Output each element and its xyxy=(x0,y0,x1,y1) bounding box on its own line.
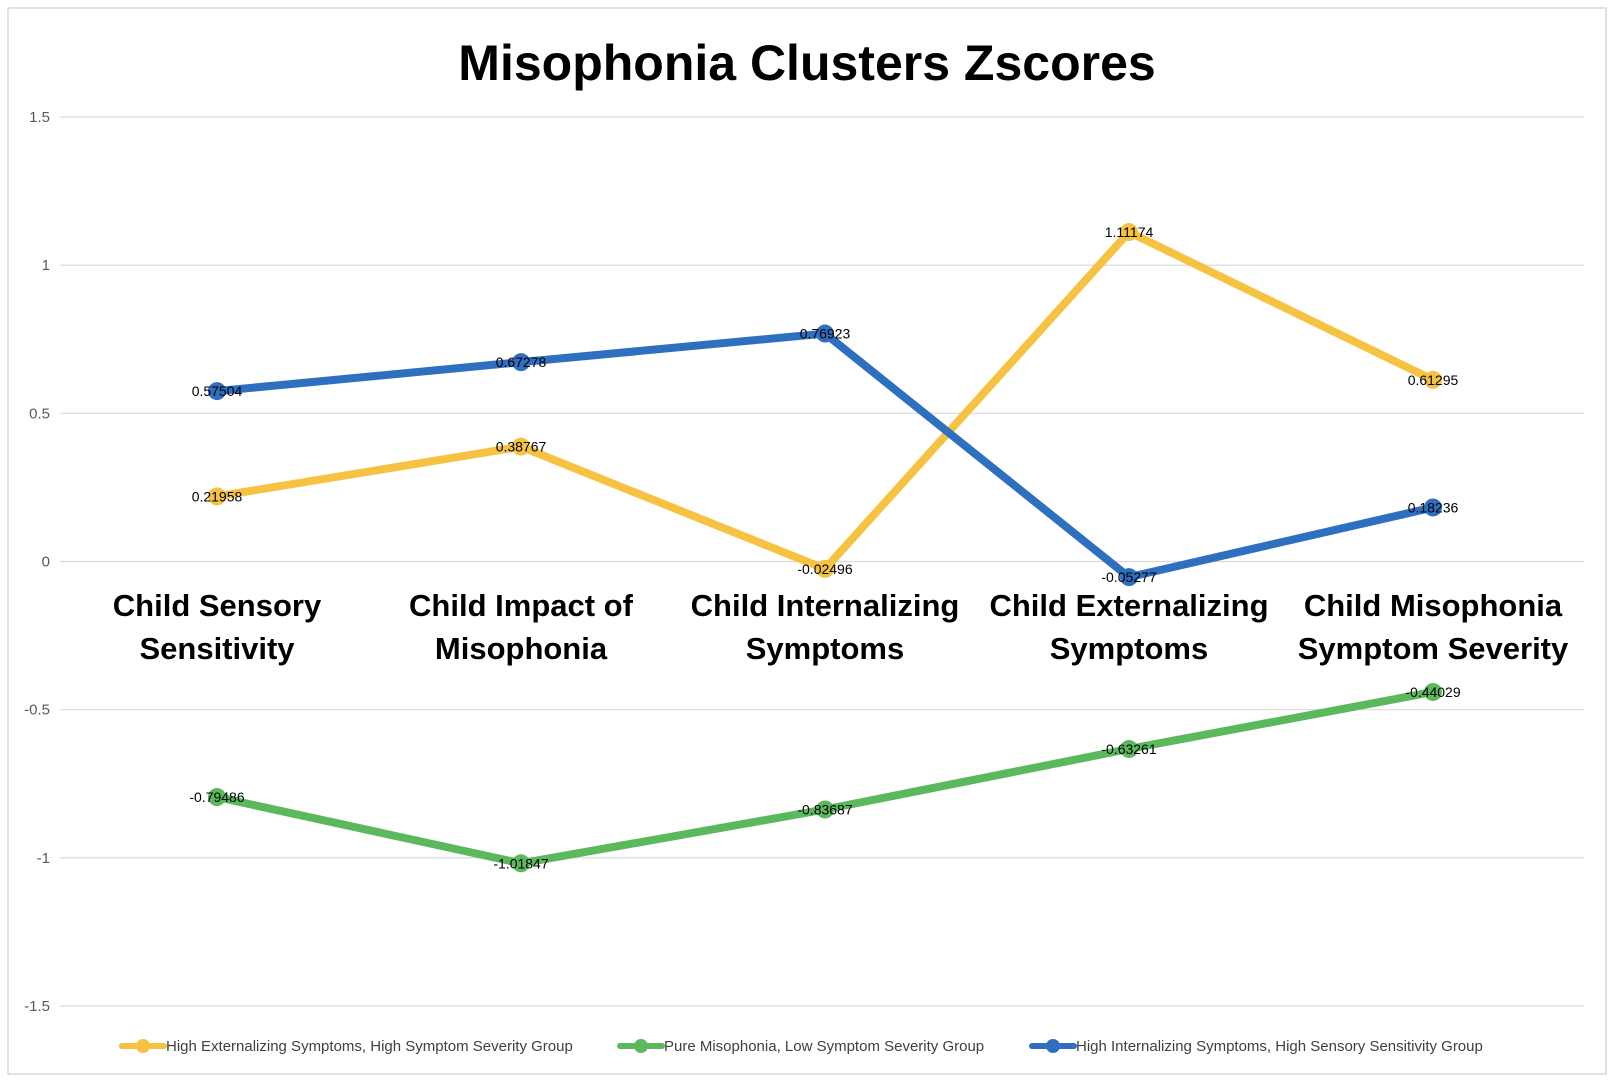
category-label: Child Impact of xyxy=(409,588,634,623)
legend-entry: High Internalizing Symptoms, High Sensor… xyxy=(1076,1038,1483,1055)
data-label: 0.61295 xyxy=(1408,372,1459,388)
data-label: 0.67278 xyxy=(496,354,547,370)
data-label: 0.76923 xyxy=(800,326,851,342)
data-label: 0.38767 xyxy=(496,439,547,455)
category-label: Child Internalizing xyxy=(691,588,960,623)
series-lines xyxy=(208,223,1442,873)
data-point xyxy=(1120,568,1138,587)
data-point xyxy=(1424,682,1442,701)
chart-title: Misophonia Clusters Zscores xyxy=(458,35,1155,91)
data-point xyxy=(512,437,530,456)
legend: High Externalizing Symptoms, High Sympto… xyxy=(119,1038,1483,1055)
y-tick-label: 0 xyxy=(42,554,50,571)
y-tick-label: 1 xyxy=(42,257,50,274)
data-label: -0.79486 xyxy=(189,789,244,805)
legend-entry: Pure Misophonia, Low Symptom Severity Gr… xyxy=(664,1038,984,1055)
data-labels: 0.21958 0.38767 -0.02496 1.11174 0.61295 -0.7… xyxy=(189,224,1460,871)
data-point xyxy=(512,353,530,372)
category-label: Symptom Severity xyxy=(1298,631,1569,666)
chart-border xyxy=(7,7,1607,1075)
data-point xyxy=(208,788,226,807)
data-label: -0.02496 xyxy=(797,561,852,577)
data-point xyxy=(208,382,226,401)
data-label: -0.63261 xyxy=(1101,741,1156,757)
legend-swatch-marker xyxy=(1046,1039,1060,1053)
data-label: 0.18236 xyxy=(1408,499,1459,515)
data-label: -0.05277 xyxy=(1101,569,1156,585)
data-point xyxy=(208,487,226,506)
data-label: -1.01847 xyxy=(493,855,548,871)
data-point xyxy=(816,559,834,578)
data-point xyxy=(816,324,834,343)
category-label: Symptoms xyxy=(746,631,904,666)
y-tick-label: 1.5 xyxy=(29,109,50,126)
legend-entry: High Externalizing Symptoms, High Sympto… xyxy=(166,1038,573,1055)
category-label: Child Misophonia xyxy=(1304,588,1563,623)
data-label: -0.83687 xyxy=(797,801,852,817)
data-label: 0.57504 xyxy=(192,383,243,399)
gridlines xyxy=(60,116,1584,1007)
y-tick-label: -1 xyxy=(37,850,50,867)
y-tick-label: -0.5 xyxy=(24,702,50,719)
data-point xyxy=(1424,498,1442,517)
category-label: Symptoms xyxy=(1050,631,1208,666)
category-label: Child Sensory xyxy=(113,588,322,623)
data-label: 1.11174 xyxy=(1105,224,1154,240)
legend-swatch-marker xyxy=(136,1039,150,1053)
y-tick-label: 0.5 xyxy=(29,405,50,422)
data-label: -0.44029 xyxy=(1405,684,1460,700)
category-label: Sensitivity xyxy=(139,631,295,666)
data-label: 0.21958 xyxy=(192,488,243,504)
category-label: Child Externalizing xyxy=(989,588,1268,623)
data-point xyxy=(816,800,834,819)
category-labels: Child Sensory Sensitivity Child Impact of M… xyxy=(113,588,1569,666)
data-point xyxy=(1424,370,1442,389)
legend-swatch-marker xyxy=(634,1039,648,1053)
category-label: Misophonia xyxy=(435,631,608,666)
y-axis-ticks: 1.5 1 0.5 0 -0.5 -1 -1.5 xyxy=(24,109,50,1015)
data-point xyxy=(512,854,530,873)
data-point xyxy=(1120,739,1138,758)
data-point xyxy=(1120,223,1138,242)
y-tick-label: -1.5 xyxy=(24,998,50,1015)
